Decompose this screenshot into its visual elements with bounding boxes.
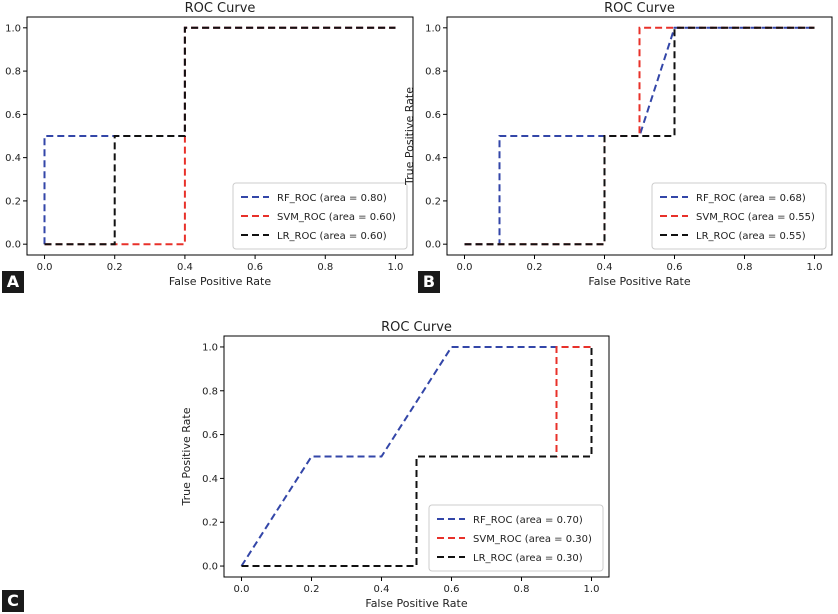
legend-box (428, 504, 604, 572)
x-tick-label: 0.0 (234, 584, 250, 595)
legend-label: SVM_ROC (area = 0.55) (696, 212, 815, 223)
y-tick-label: 0.6 (202, 430, 218, 441)
x-tick-label: 0.2 (107, 262, 123, 273)
roc-panel: ROC Curve 0.0 0.2 0.4 0.6 0.8 1.0 0.0 0.2 0.4 0.6 0… (180, 320, 610, 610)
y-tick-label: 0.4 (425, 153, 441, 164)
y-tick-label: 0.0 (425, 240, 441, 251)
y-tick-label: 0.2 (202, 518, 218, 529)
y-tick-label: 0.2 (5, 196, 21, 207)
panel-label-a: A (2, 271, 24, 293)
y-tick-label: 0.8 (202, 386, 218, 397)
plot-frame (26, 16, 414, 256)
y-tick-label: 1.0 (425, 23, 441, 34)
x-axis-label: False Positive Rate (588, 275, 690, 288)
y-tick-label: 0.8 (5, 67, 21, 78)
roc-series-line (241, 347, 593, 567)
y-axis-label: True Positive Rate (180, 407, 193, 506)
legend-label: LR_ROC (area = 0.60) (277, 231, 387, 242)
y-tick-label: 0.2 (425, 196, 441, 207)
y-tick-label: 0.8 (425, 67, 441, 78)
y-axis-label: True Positive Rate (403, 87, 416, 186)
x-axis-label: False Positive Rate (169, 275, 271, 288)
legend-box (651, 182, 827, 250)
y-tick-label: 0.4 (5, 153, 21, 164)
roc-series-line (464, 26, 815, 246)
legend-label: LR_ROC (area = 0.55) (696, 231, 806, 242)
x-tick-label: 0.8 (737, 262, 753, 273)
legend-label: RF_ROC (area = 0.80) (277, 193, 387, 204)
y-tick-label: 0.0 (202, 562, 218, 573)
plot-frame (446, 16, 833, 256)
y-tick-label: 0.0 (5, 240, 21, 251)
x-tick-label: 1.0 (807, 262, 823, 273)
roc-series-line (240, 346, 592, 567)
x-tick-label: 0.0 (37, 262, 53, 273)
legend-box (232, 182, 408, 250)
y-tick-label: 1.0 (5, 23, 21, 34)
x-tick-label: 0.2 (304, 584, 320, 595)
x-tick-label: 0.6 (444, 584, 460, 595)
x-tick-label: 0.4 (177, 262, 193, 273)
chart-title: ROC Curve (604, 1, 675, 16)
legend-label: RF_ROC (area = 0.70) (473, 515, 583, 526)
legend-label: LR_ROC (area = 0.30) (473, 553, 583, 564)
legend-label: SVM_ROC (area = 0.60) (277, 212, 396, 223)
y-tick-label: 1.0 (202, 342, 218, 353)
x-tick-label: 0.6 (247, 262, 263, 273)
x-tick-label: 1.0 (388, 262, 404, 273)
x-tick-label: 0.8 (514, 584, 530, 595)
x-tick-label: 0.0 (457, 262, 473, 273)
plot-frame (223, 335, 610, 578)
roc-panel: ROC Curve 0.0 0.2 0.4 0.6 0.8 1.0 0.0 0.2 0.4 0.6 0… (403, 1, 833, 288)
legend-label: RF_ROC (area = 0.68) (696, 193, 806, 204)
panel-label-b: B (418, 271, 440, 293)
x-tick-label: 0.6 (667, 262, 683, 273)
legend-label: SVM_ROC (area = 0.30) (473, 534, 592, 545)
panel-label-c: C (2, 590, 24, 612)
roc-series-line (44, 26, 396, 246)
y-tick-label: 0.6 (5, 110, 21, 121)
x-tick-label: 0.2 (527, 262, 543, 273)
roc-series-line (464, 26, 815, 246)
y-tick-label: 0.6 (425, 110, 441, 121)
y-tick-label: 0.4 (202, 474, 218, 485)
x-axis-label: False Positive Rate (365, 597, 467, 610)
x-tick-label: 0.4 (597, 262, 613, 273)
x-tick-label: 1.0 (584, 584, 600, 595)
x-tick-label: 0.4 (374, 584, 390, 595)
chart-title: ROC Curve (185, 1, 256, 16)
chart-title: ROC Curve (381, 320, 452, 335)
roc-panel: ROC Curve 0.0 0.2 0.4 0.6 0.8 1.0 0.0 0.2 0.4 0.6 0… (5, 1, 414, 288)
x-tick-label: 0.8 (317, 262, 333, 273)
